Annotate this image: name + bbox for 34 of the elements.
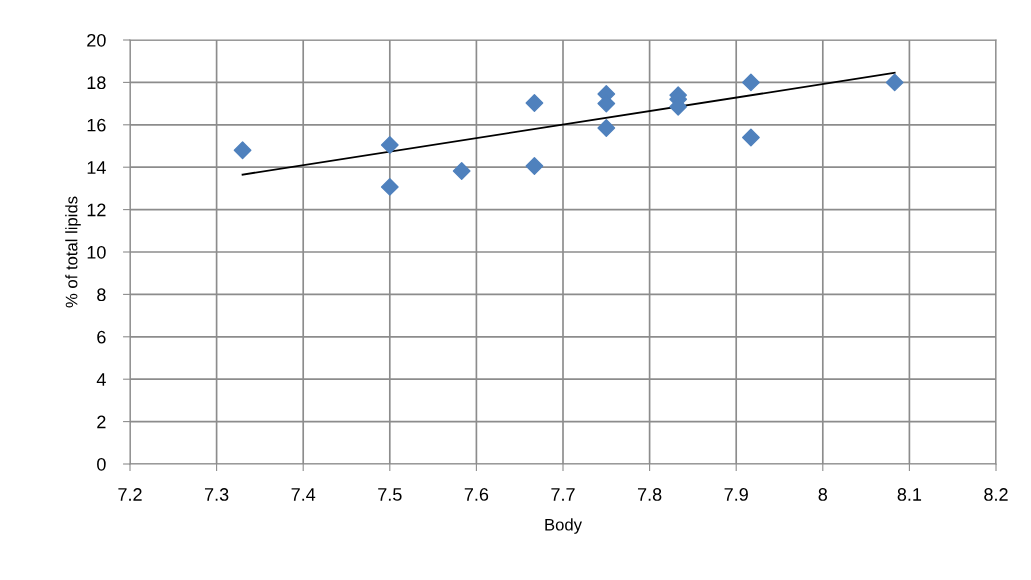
y-tick-label: 20 [87,33,106,47]
point [380,178,399,196]
y-tick-label: 14 [87,161,106,174]
y-tick-label: 2 [97,415,106,429]
point [742,128,760,147]
point [452,162,471,180]
x-tick-label: 7.2 [118,488,142,501]
y-tick-label: 16 [87,118,106,132]
x-tick-label: 7.5 [378,488,402,501]
y-tick-label: 12 [87,203,106,217]
point [233,141,252,160]
point [597,119,616,137]
x-tick-label: 7.7 [551,488,575,501]
x-axis-title: Body [545,518,582,534]
point [742,73,760,92]
y-axis-title: % of total lipids [65,196,81,308]
x-tick-label: 8.1 [897,488,922,501]
x-tick-label: 8.2 [984,488,1008,501]
y-tick-label: 18 [87,76,106,90]
x-tick-label: 7.3 [204,488,229,501]
x-tick-label: 7.9 [724,488,748,501]
point [380,136,399,154]
y-tick-label: 0 [97,457,106,471]
x-tick-label: 7.6 [464,488,489,501]
x-tick-label: 7.8 [637,488,662,501]
x-tick-label: 7.4 [291,488,316,501]
x-tick-label: 8 [818,488,828,501]
point [885,73,904,92]
y-tick-label: 10 [87,245,106,259]
y-tick-label: 6 [97,330,106,344]
y-tick-label: 4 [96,373,106,386]
point [525,157,544,175]
point [525,94,544,112]
y-tick-label: 8 [97,288,106,302]
